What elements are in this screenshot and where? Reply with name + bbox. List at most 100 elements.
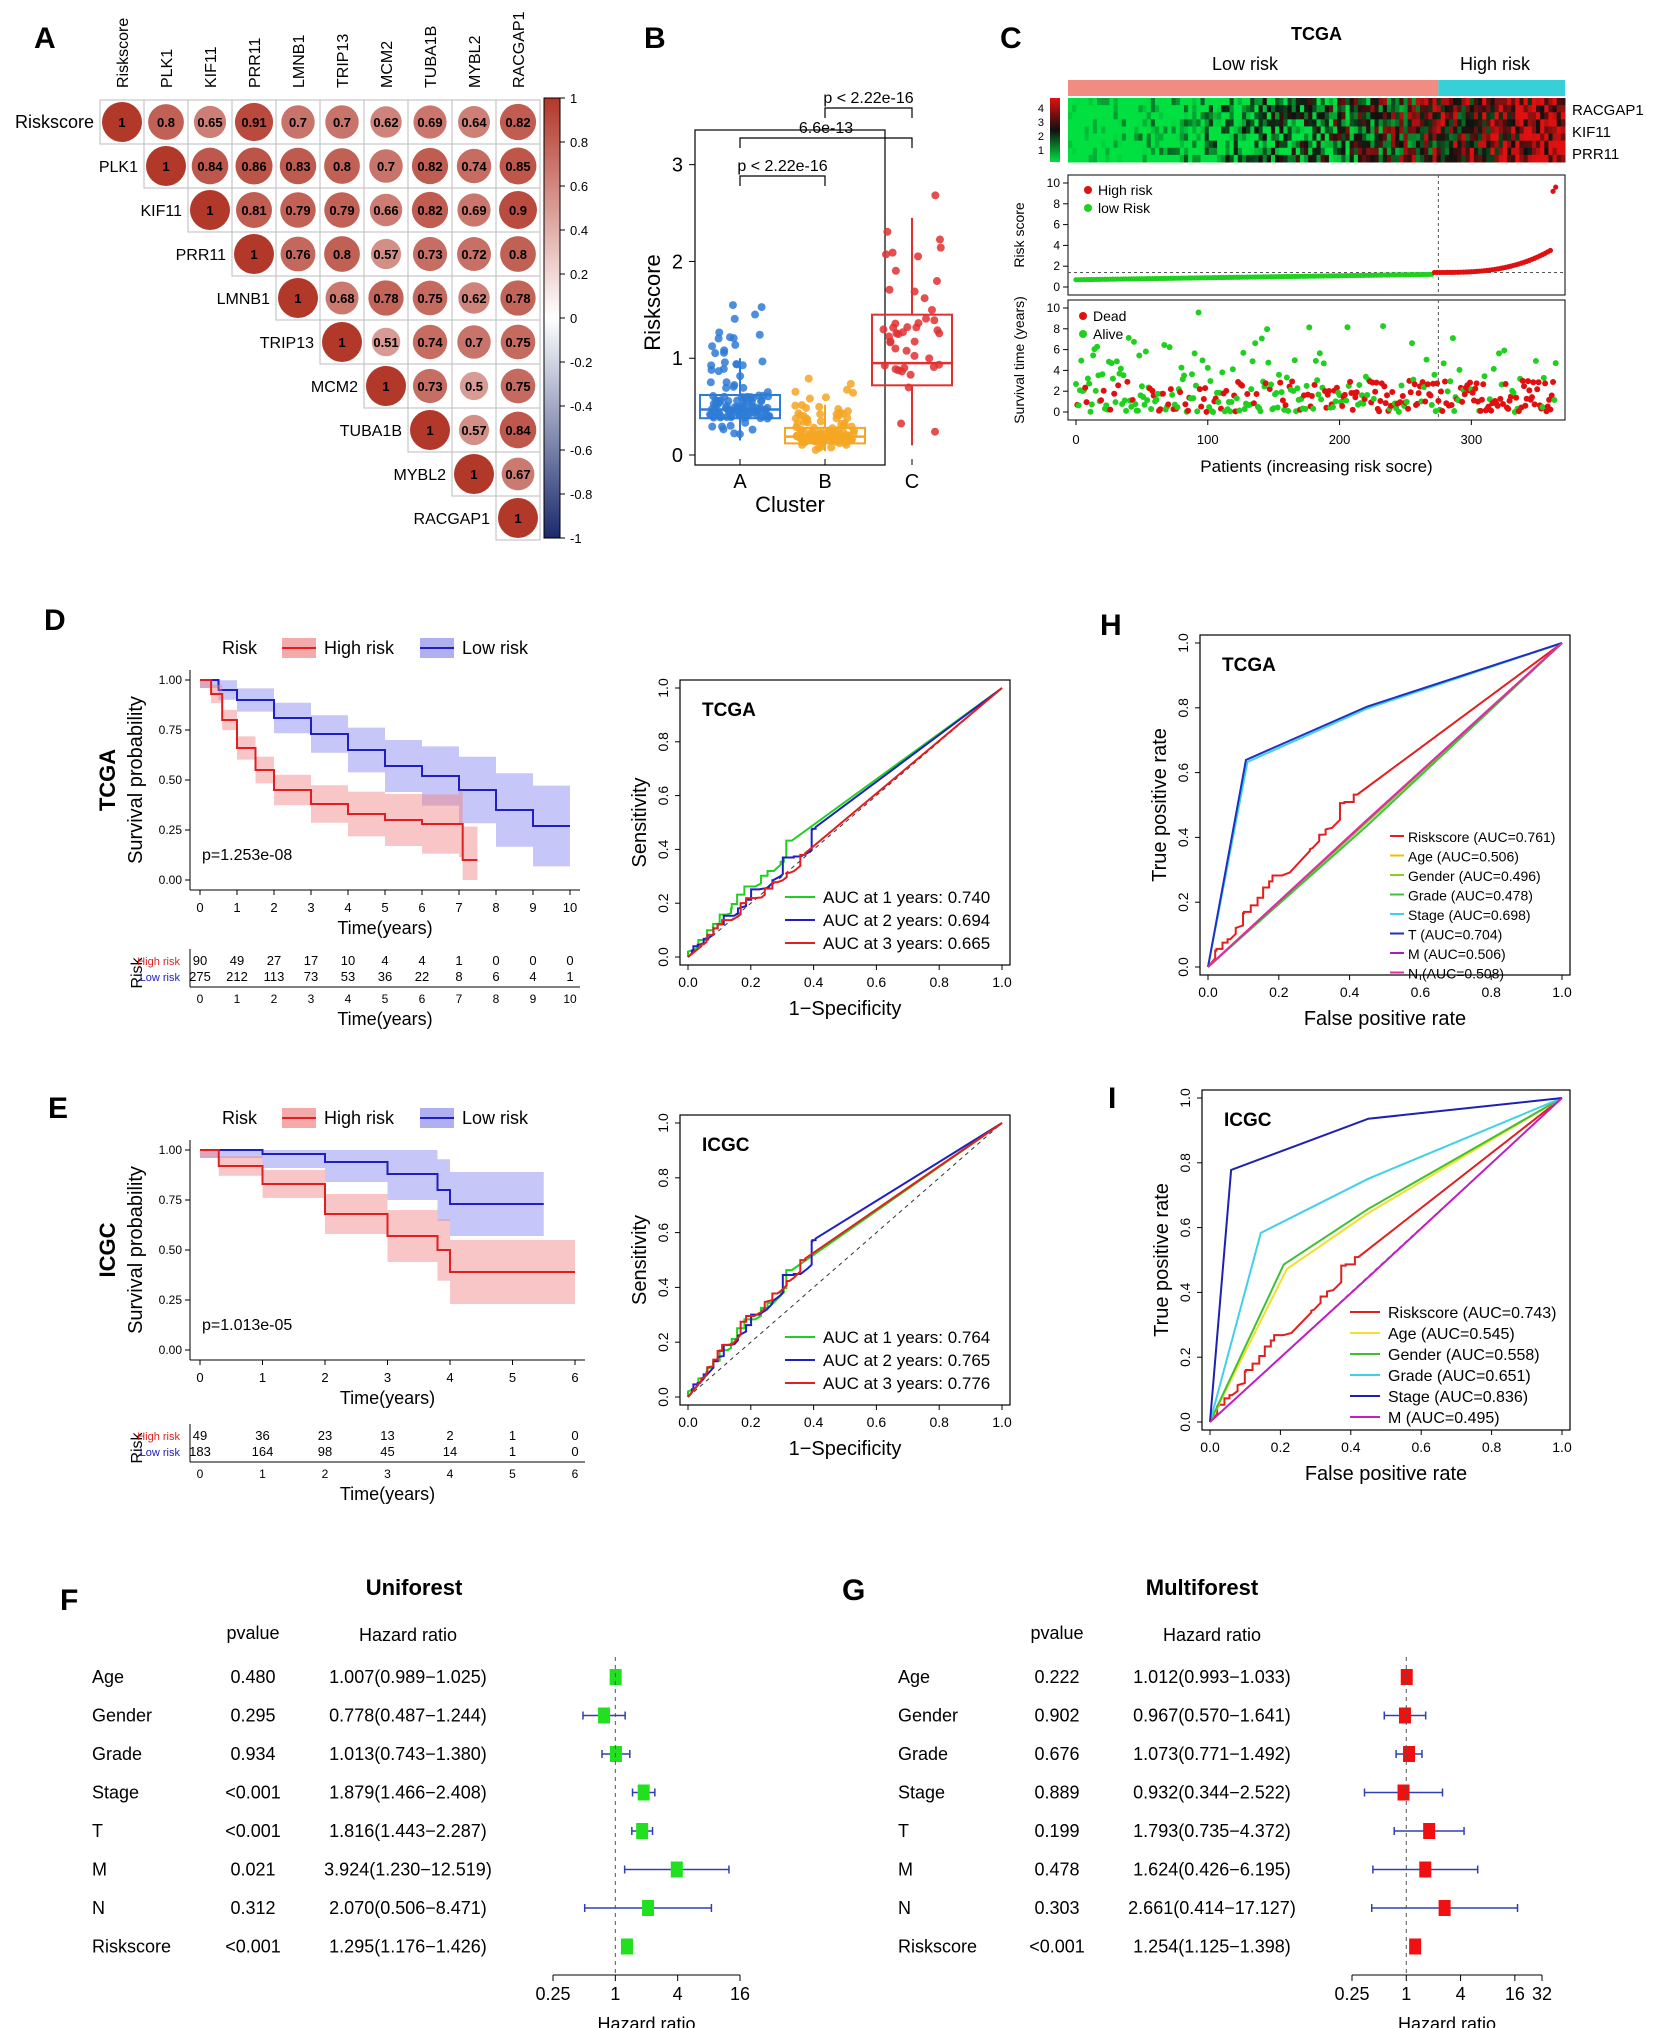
- survival-point: [1198, 403, 1205, 410]
- y-tick-label: 0.0: [1175, 957, 1191, 977]
- corr-value: 0.7: [465, 335, 483, 350]
- risk-x-tick: 10: [563, 992, 577, 1006]
- heat-cell: [1440, 119, 1446, 127]
- heat-cell: [1482, 105, 1487, 113]
- heat-cell: [1362, 147, 1367, 156]
- heat-cell: [1424, 154, 1429, 163]
- heat-cell: [1154, 119, 1160, 127]
- x-tick-label-A: A: [733, 471, 747, 493]
- heat-cell: [1241, 133, 1247, 142]
- heat-cell: [1159, 126, 1164, 135]
- heat-cell: [1536, 154, 1541, 163]
- heat-cell: [1167, 147, 1173, 156]
- heat-cell: [1544, 112, 1549, 120]
- heat-cell: [1088, 112, 1094, 120]
- heat-cell: [1515, 147, 1520, 156]
- x-tick-label: 1: [233, 900, 240, 915]
- heat-cell: [1428, 126, 1433, 135]
- survival-point: [1182, 401, 1189, 408]
- heat-cell: [1287, 147, 1293, 156]
- heat-cell: [1229, 147, 1235, 156]
- heat-cell: [1486, 98, 1491, 106]
- legend-entry-5: M (AUC=0.495): [1388, 1410, 1500, 1427]
- risk-x-tick: 3: [384, 1467, 391, 1481]
- heat-cell: [1299, 112, 1305, 120]
- heat-cell: [1432, 154, 1438, 163]
- heat-cell: [1469, 126, 1475, 135]
- heat-cell: [1428, 119, 1433, 127]
- heat-cell: [1221, 119, 1226, 127]
- heat-cell: [1096, 140, 1102, 149]
- heat-cell: [1192, 98, 1197, 106]
- heat-cell: [1204, 98, 1210, 106]
- heat-cell: [1154, 105, 1160, 113]
- x-tick-label: 0.0: [678, 974, 698, 990]
- hr-box-M: [670, 1861, 683, 1878]
- heat-cell: [1362, 126, 1367, 135]
- heat-cell: [1415, 119, 1421, 127]
- heat-cell: [1544, 105, 1549, 113]
- heat-cell: [1544, 140, 1549, 149]
- risk-count-high: 4: [381, 953, 388, 968]
- legend-title: Risk: [222, 638, 258, 658]
- survival-point: [1244, 390, 1251, 397]
- forest-row-hr-N: 2.661(0.414−17.127): [1128, 1898, 1296, 1918]
- heat-cell: [1428, 140, 1433, 149]
- heat-cell: [1275, 140, 1280, 149]
- survival-point: [1248, 386, 1255, 393]
- heat-cell: [1515, 126, 1520, 135]
- km-curve-low: [200, 1149, 544, 1205]
- heat-cell: [1407, 140, 1413, 149]
- heat-cell: [1345, 147, 1351, 156]
- heat-cell: [1262, 147, 1268, 156]
- heat-cell: [1461, 140, 1467, 149]
- heat-cell: [1146, 112, 1152, 120]
- forest-row-hr-Age: 1.007(0.989−1.025): [329, 1667, 487, 1687]
- corr-value: 0.76: [285, 247, 310, 262]
- heat-cell: [1125, 112, 1131, 120]
- heat-cell: [1403, 140, 1409, 149]
- survival-point: [1277, 379, 1284, 386]
- survival-point: [1191, 350, 1198, 357]
- heat-cell: [1229, 119, 1235, 127]
- heat-cell: [1233, 112, 1239, 120]
- heat-cell: [1179, 105, 1185, 113]
- heat-cell: [1171, 140, 1177, 149]
- heat-cell: [1225, 119, 1231, 127]
- survival-point: [1130, 338, 1137, 345]
- heat-cell: [1552, 105, 1558, 113]
- heat-cell: [1486, 154, 1491, 163]
- heat-cell: [1461, 154, 1467, 163]
- col-label-TRIP13: TRIP13: [335, 34, 352, 88]
- survival-point: [1136, 352, 1143, 359]
- data-point-B: [840, 419, 849, 428]
- survival-point: [1435, 397, 1442, 404]
- heat-cell: [1295, 147, 1301, 156]
- heat-cell: [1225, 140, 1231, 149]
- heat-cell: [1258, 119, 1264, 127]
- survival-point: [1215, 398, 1222, 405]
- heat-cell: [1183, 133, 1189, 142]
- heat-cell: [1192, 112, 1197, 120]
- heat-cell: [1072, 112, 1077, 120]
- data-point-C: [922, 314, 931, 323]
- heat-cell: [1200, 126, 1206, 135]
- heat-cell: [1299, 154, 1305, 163]
- heat-cell: [1105, 154, 1110, 163]
- heat-cell: [1391, 112, 1396, 120]
- forest-row-name-T: T: [898, 1821, 909, 1841]
- heat-cell: [1258, 126, 1264, 135]
- heat-cell: [1316, 140, 1322, 149]
- survival-point: [1240, 349, 1247, 356]
- heat-cell: [1507, 154, 1512, 163]
- heat-cell: [1502, 147, 1508, 156]
- survival-point: [1415, 390, 1422, 397]
- heat-cell: [1473, 112, 1479, 120]
- heat-cell: [1254, 112, 1260, 120]
- heat-cell: [1391, 98, 1396, 106]
- x-tick-label: 0.2: [741, 1414, 761, 1430]
- heat-cell: [1341, 105, 1346, 113]
- y-tick-label: 8: [1053, 197, 1060, 211]
- heat-cell: [1552, 126, 1558, 135]
- heat-cell: [1420, 112, 1425, 120]
